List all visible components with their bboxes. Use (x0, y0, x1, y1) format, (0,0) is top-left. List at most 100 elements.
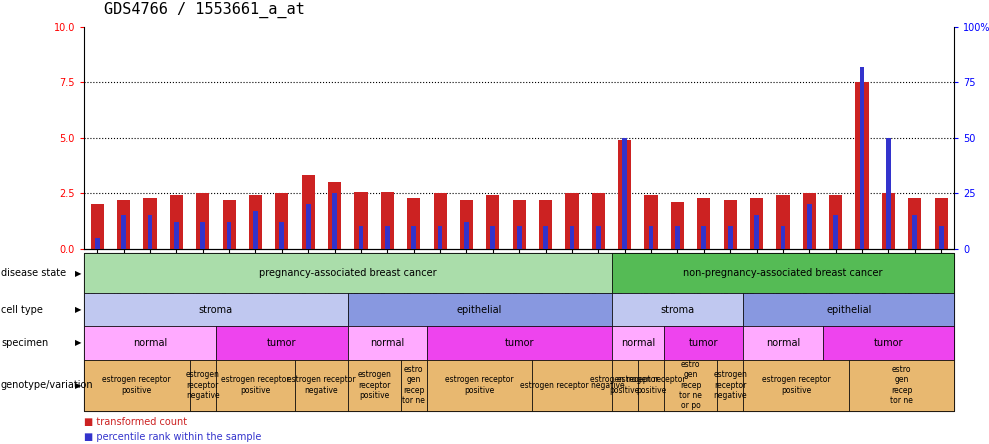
Text: non-pregnancy-associated breast cancer: non-pregnancy-associated breast cancer (683, 268, 883, 278)
Bar (460, 200, 473, 249)
Text: estrogen receptor negative: estrogen receptor negative (519, 381, 624, 390)
Bar (95, 238, 100, 249)
Text: normal: normal (370, 338, 405, 348)
Bar (935, 198, 947, 249)
Bar (697, 198, 710, 249)
Bar (807, 204, 812, 249)
Bar (196, 193, 210, 249)
Text: pregnancy-associated breast cancer: pregnancy-associated breast cancer (259, 268, 436, 278)
Text: tumor: tumor (873, 338, 903, 348)
Text: estro
gen
recep
tor ne: estro gen recep tor ne (403, 365, 425, 405)
Text: tumor: tumor (267, 338, 297, 348)
Bar (596, 226, 600, 249)
Bar (143, 198, 156, 249)
Text: estrogen receptor
positive: estrogen receptor positive (103, 376, 171, 395)
Bar (939, 226, 944, 249)
Text: ▶: ▶ (75, 269, 81, 278)
Bar (147, 215, 152, 249)
Bar (803, 193, 816, 249)
Bar (487, 195, 499, 249)
Bar (91, 204, 104, 249)
Bar (223, 200, 235, 249)
Bar (570, 226, 575, 249)
Text: estrogen
receptor
negative: estrogen receptor negative (186, 370, 220, 400)
Text: estro
gen
recep
tor ne
or po: estro gen recep tor ne or po (679, 360, 702, 410)
Text: normal: normal (765, 338, 800, 348)
Bar (122, 215, 126, 249)
Bar (464, 222, 469, 249)
Bar (381, 192, 394, 249)
Bar (438, 226, 442, 249)
Bar (701, 226, 706, 249)
Bar (649, 226, 654, 249)
Bar (859, 67, 864, 249)
Bar (829, 195, 843, 249)
Text: specimen: specimen (1, 338, 48, 348)
Text: normal: normal (133, 338, 167, 348)
Text: ■ percentile rank within the sample: ■ percentile rank within the sample (84, 432, 261, 442)
Bar (201, 222, 205, 249)
Bar (433, 193, 447, 249)
Text: genotype/variation: genotype/variation (1, 380, 94, 390)
Text: estrogen receptor
positive: estrogen receptor positive (762, 376, 831, 395)
Bar (174, 222, 179, 249)
Text: ▶: ▶ (75, 381, 81, 390)
Bar (566, 193, 579, 249)
Bar (302, 175, 315, 249)
Bar (913, 215, 917, 249)
Bar (618, 140, 631, 249)
Text: GDS4766 / 1553661_a_at: GDS4766 / 1553661_a_at (104, 2, 305, 18)
Text: stroma: stroma (199, 305, 233, 315)
Bar (249, 195, 262, 249)
Text: normal: normal (621, 338, 655, 348)
Bar (780, 226, 785, 249)
Bar (724, 200, 737, 249)
Text: disease state: disease state (1, 268, 66, 278)
Bar (543, 226, 548, 249)
Bar (512, 200, 526, 249)
Text: ■ transformed count: ■ transformed count (84, 417, 187, 428)
Bar (728, 226, 733, 249)
Bar (855, 82, 868, 249)
Bar (675, 226, 679, 249)
Text: cell type: cell type (1, 305, 43, 315)
Bar (354, 192, 368, 249)
Text: estrogen
receptor
positive: estrogen receptor positive (357, 370, 391, 400)
Text: epithelial: epithelial (826, 305, 871, 315)
Bar (385, 226, 390, 249)
Text: estrogen receptor
positive: estrogen receptor positive (445, 376, 514, 395)
Bar (834, 215, 838, 249)
Bar (328, 182, 341, 249)
Bar (755, 215, 759, 249)
Bar (882, 193, 895, 249)
Bar (306, 204, 311, 249)
Bar (750, 198, 764, 249)
Bar (645, 195, 658, 249)
Bar (226, 222, 231, 249)
Text: estrogen receptor
positive: estrogen receptor positive (590, 376, 659, 395)
Bar (332, 193, 337, 249)
Bar (170, 195, 183, 249)
Text: ▶: ▶ (75, 338, 81, 348)
Bar (117, 200, 131, 249)
Text: tumor: tumor (504, 338, 534, 348)
Bar (622, 138, 627, 249)
Bar (411, 226, 416, 249)
Bar (253, 211, 258, 249)
Bar (359, 226, 363, 249)
Text: ▶: ▶ (75, 305, 81, 314)
Bar (591, 193, 605, 249)
Bar (517, 226, 521, 249)
Text: stroma: stroma (661, 305, 694, 315)
Bar (491, 226, 495, 249)
Text: estrogen receptor
negative: estrogen receptor negative (287, 376, 356, 395)
Bar (275, 193, 289, 249)
Text: estrogen
receptor
negative: estrogen receptor negative (713, 370, 747, 400)
Bar (280, 222, 284, 249)
Bar (407, 198, 420, 249)
Text: estrogen receptor
positive: estrogen receptor positive (222, 376, 290, 395)
Bar (908, 198, 922, 249)
Bar (539, 200, 552, 249)
Text: tumor: tumor (689, 338, 719, 348)
Bar (886, 138, 891, 249)
